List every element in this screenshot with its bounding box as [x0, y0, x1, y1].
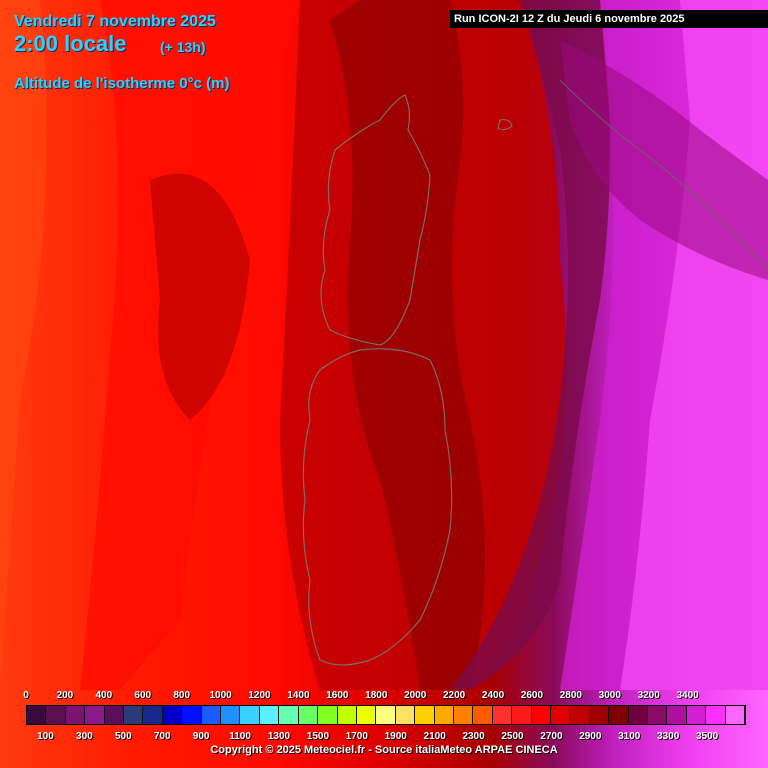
sardinia-outline: [302, 348, 453, 666]
legend-color-scale: [26, 705, 746, 725]
legend-swatch: [318, 706, 338, 724]
legend-tick-top: 1000: [209, 690, 232, 701]
legend-tick-bottom: 2500: [501, 731, 524, 742]
legend-tick-top: 3000: [598, 690, 621, 701]
legend-swatch: [686, 706, 707, 724]
legend-swatch: [395, 706, 416, 724]
legend-tick-top: 800: [173, 690, 191, 701]
legend-swatch: [240, 706, 260, 724]
east-transition: [450, 0, 610, 690]
legend-tick-bottom: 100: [37, 731, 54, 742]
legend-swatch: [453, 706, 474, 724]
legend-swatch: [492, 706, 513, 724]
legend-tick-bottom: 500: [114, 731, 132, 742]
legend-tick-bottom: 700: [153, 731, 171, 742]
legend-tick-bottom: 3300: [657, 731, 680, 742]
legend-tick-bottom: 2100: [423, 731, 446, 742]
legend-swatch: [356, 706, 377, 724]
run-info: Run ICON-2I 12 Z du Jeudi 6 novembre 202…: [450, 10, 768, 28]
legend-tick-bottom: 1500: [306, 731, 330, 742]
legend-tick-bottom: 3500: [695, 731, 719, 742]
legend-swatch: [221, 706, 241, 724]
legend-bottom-ticks: 100 300 500 700 900 1100 1300 1500 1700 1900 2100 2…: [0, 731, 768, 745]
legend-swatch: [85, 706, 105, 724]
forecast-time: 2:00 locale: [14, 31, 127, 56]
legend-tick-bottom: 2900: [579, 731, 602, 742]
legend-swatch: [376, 706, 396, 724]
legend-swatch: [162, 706, 183, 724]
legend-swatch: [337, 706, 357, 724]
forecast-lead: (+ 13h): [160, 39, 206, 55]
east-dark-wedge: [560, 40, 768, 280]
legend-swatch: [725, 706, 746, 724]
legend-tick-bottom: 1900: [384, 731, 407, 742]
legend-tick-bottom: 3100: [618, 731, 641, 742]
legend-swatch: [706, 706, 726, 724]
legend-swatch: [279, 706, 299, 724]
elba-island: [497, 119, 513, 131]
legend-tick-top: 2600: [520, 690, 544, 701]
legend-swatch: [201, 706, 222, 724]
legend-swatch: [104, 706, 125, 724]
legend-swatch: [259, 706, 280, 724]
legend-swatch: [65, 706, 86, 724]
legend-swatch: [589, 706, 610, 724]
west-band: [0, 0, 47, 680]
legend-swatch: [124, 706, 144, 724]
legend-swatch: [434, 706, 454, 724]
legend-swatch: [628, 706, 648, 724]
legend-swatch: [667, 706, 687, 724]
legend-swatch: [143, 706, 163, 724]
legend-tick-top: 1200: [248, 690, 271, 701]
legend-tick-top: 2200: [442, 690, 466, 701]
legend-tick-top: 600: [134, 690, 152, 701]
legend-tick-bottom: 1100: [229, 731, 251, 742]
corsica-outline: [320, 94, 431, 346]
legend-tick-top: 1400: [287, 690, 310, 701]
legend-top-ticks: 0 200 400 600 800 1000 1200 1400 1600 1800 2000 220…: [0, 690, 768, 704]
copyright: Copyright © 2025 Meteociel.fr - Source i…: [210, 744, 558, 756]
legend-swatch: [415, 706, 435, 724]
legend-tick-top: 400: [95, 690, 113, 701]
legend-tick-bottom: 1700: [345, 731, 368, 742]
legend-swatch: [550, 706, 571, 724]
legend-tick-top: 1800: [365, 690, 388, 701]
legend-swatch: [648, 706, 668, 724]
west-dark-patch: [150, 173, 250, 420]
legend-tick-top: 200: [56, 690, 74, 701]
legend-swatch: [531, 706, 551, 724]
italy-coast: [559, 79, 768, 271]
legend-swatch: [570, 706, 590, 724]
legend-tick-top: 1600: [326, 690, 349, 701]
legend-tick-top: 0: [23, 690, 29, 701]
legend-swatch: [298, 706, 319, 724]
legend-tick-bottom: 300: [76, 731, 93, 742]
legend-tick-bottom: 1300: [267, 731, 291, 742]
legend-swatch: [473, 706, 493, 724]
legend-swatch: [27, 706, 47, 724]
legend-swatch: [46, 706, 66, 724]
legend-swatch: [512, 706, 532, 724]
legend-swatch: [609, 706, 629, 724]
deep-band: [330, 0, 485, 690]
parameter-title: Altitude de l'isotherme 0°c (m): [14, 75, 230, 92]
legend-swatch: [182, 706, 202, 724]
forecast-date: Vendredi 7 novembre 2025: [14, 13, 216, 30]
legend-tick-bottom: 2700: [540, 731, 563, 742]
legend-tick-bottom: 900: [192, 731, 210, 742]
legend-tick-bottom: 2300: [462, 731, 485, 742]
legend-tick-top: 2800: [559, 690, 582, 701]
legend-tick-top: 2000: [404, 690, 427, 701]
legend-tick-top: 3400: [676, 690, 699, 701]
legend-tick-top: 2400: [481, 690, 505, 701]
legend-tick-top: 3200: [637, 690, 660, 701]
